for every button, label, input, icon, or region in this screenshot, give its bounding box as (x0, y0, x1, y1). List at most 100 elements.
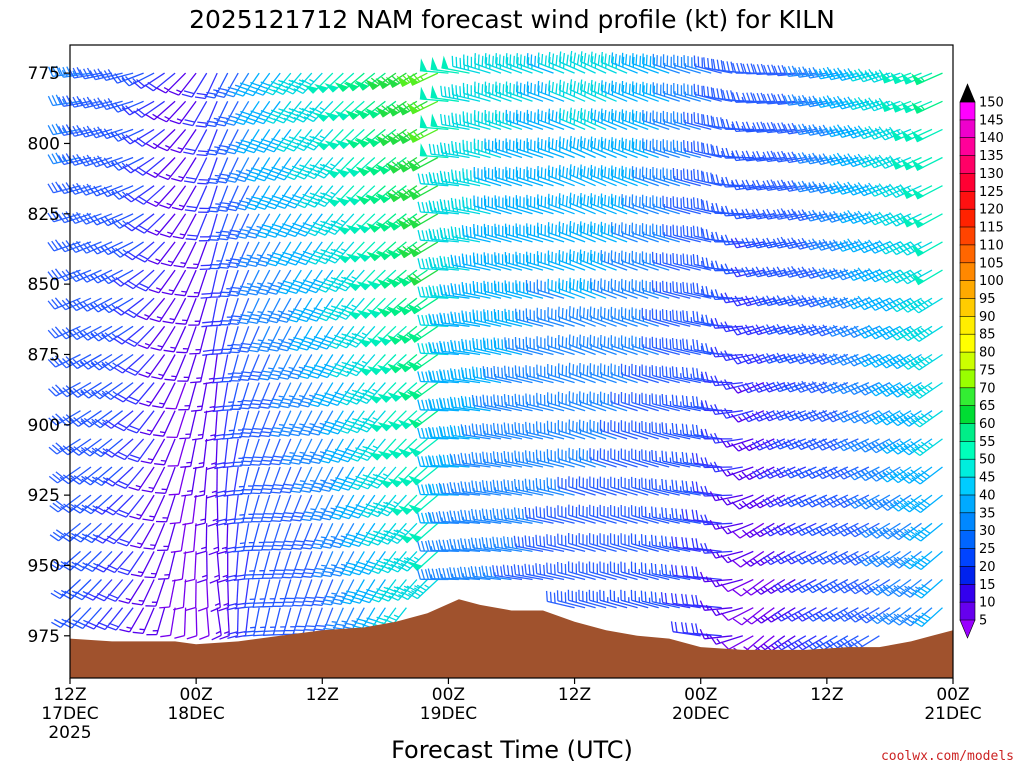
wind-barb (100, 185, 134, 198)
wind-barb (170, 129, 197, 154)
wind-barb (367, 382, 397, 404)
wind-barb (152, 382, 176, 409)
wind-barb (314, 100, 344, 122)
colorbar-swatch (959, 494, 976, 514)
wind-barb (69, 410, 102, 427)
wind-barb (266, 297, 292, 324)
wind-barb (186, 241, 208, 269)
wind-barb (234, 185, 260, 211)
wind-barb (219, 607, 230, 640)
wind-barb (123, 241, 155, 261)
wind-barb (367, 410, 397, 433)
wind-barb (320, 523, 344, 549)
colorbar-label: 45 (979, 471, 996, 486)
wind-barb (376, 213, 407, 232)
colorbar: 1501451401351301251201151101051009590858… (959, 83, 1004, 639)
wind-barb (159, 185, 187, 209)
wind-barb (186, 607, 198, 640)
wind-barb (234, 157, 260, 183)
wind-barb (177, 354, 197, 382)
wind-barb (205, 438, 218, 471)
wind-barb (377, 382, 407, 403)
colorbar-label: 55 (979, 435, 996, 450)
wind-barb (324, 100, 355, 122)
colorbar-label: 35 (979, 506, 996, 521)
wind-barb (129, 494, 155, 520)
wind-barb (113, 354, 145, 374)
wind-barb (193, 466, 208, 498)
wind-barb (287, 325, 313, 352)
wind-barb (90, 353, 123, 371)
wind-barb (47, 152, 81, 165)
wind-barb (330, 551, 355, 577)
wind-barb (310, 523, 334, 550)
wind-barb (169, 494, 187, 525)
wind-barb (346, 269, 376, 292)
wind-barb (192, 438, 208, 470)
wind-barb (226, 579, 239, 611)
wind-barb (140, 438, 166, 464)
wind-barb (319, 494, 344, 521)
wind-barb (225, 185, 250, 212)
wind-barb (104, 522, 134, 545)
wind-barb (99, 156, 134, 169)
wind-barb (311, 579, 334, 607)
wind-barb (115, 466, 145, 489)
wind-barb (311, 551, 334, 578)
wind-barb (246, 297, 271, 324)
wind-barb (154, 466, 176, 494)
wind-barb (165, 382, 187, 410)
colorbar-arrow-top (959, 83, 976, 103)
wind-barb (303, 72, 334, 94)
wind-barb (346, 354, 376, 377)
wind-barb (266, 269, 292, 295)
wind-barb (171, 157, 197, 182)
wind-barb (376, 354, 407, 375)
wind-barb (257, 326, 281, 353)
wind-barb (78, 154, 113, 167)
wind-barb (136, 297, 166, 321)
wind-barb (156, 72, 187, 94)
colorbar-swatch (959, 548, 976, 568)
colorbar-swatch (959, 566, 976, 585)
wind-barb (126, 382, 155, 405)
colorbar-label: 25 (979, 542, 996, 557)
y-tick-label: 800 (28, 134, 60, 154)
wind-barb (249, 410, 271, 438)
colorbar-label: 140 (979, 131, 1004, 146)
wind-barb (48, 438, 81, 455)
wind-barb (247, 326, 271, 353)
wind-barb (386, 325, 418, 345)
wind-barb (110, 100, 144, 113)
wind-barb (375, 185, 407, 204)
wind-barb (80, 410, 113, 428)
x-tick-label: 12Z (558, 685, 591, 705)
colorbar-label: 50 (979, 453, 996, 468)
wind-barb (106, 607, 134, 631)
wind-barb (245, 213, 271, 239)
wind-barb (324, 72, 355, 93)
wind-barb (354, 72, 386, 91)
wind-barb (356, 297, 386, 319)
wind-barb (184, 551, 197, 583)
colorbar-label: 30 (979, 524, 996, 539)
wind-barb (268, 382, 292, 409)
chart-title: 2025121712 NAM forecast wind profile (kt… (189, 5, 835, 34)
wind-barb (188, 298, 208, 326)
colorbar-swatch (959, 476, 976, 496)
wind-barb (160, 607, 176, 638)
wind-barb (210, 579, 221, 613)
colorbar-label: 100 (979, 274, 1004, 289)
wind-barb (79, 241, 113, 254)
wind-barb (345, 185, 376, 206)
wind-barb (258, 410, 281, 438)
wind-barb (217, 213, 239, 241)
y-tick-label: 850 (28, 275, 60, 295)
wind-barb (100, 269, 134, 285)
wind-barb (267, 325, 292, 352)
wind-barb (365, 100, 397, 119)
wind-barb (181, 466, 197, 497)
wind-barb (365, 185, 397, 205)
wind-barb (206, 466, 218, 499)
wind-barb (156, 100, 187, 123)
